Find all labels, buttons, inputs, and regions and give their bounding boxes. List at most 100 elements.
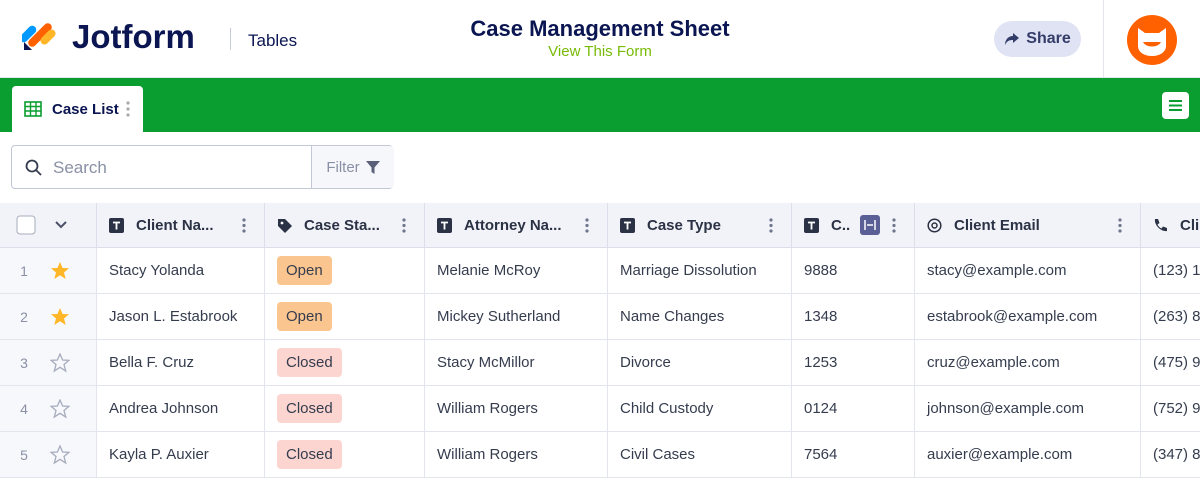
filter-label[interactable]: Filter [326,158,360,176]
cell: Kayla P. Auxier [97,432,265,478]
tab[interactable]: Case List [12,86,143,132]
tab-label[interactable]: Case List [52,100,119,118]
cell: Marriage Dissolution [608,248,792,294]
logo-icon [22,23,56,50]
cell: Child Custody [608,386,792,432]
column-menu-wrap [585,218,589,233]
cell: 0124 [792,386,915,432]
row-number: 1 [20,262,28,279]
cell: Melanie McRoy [425,248,608,294]
menu-button[interactable] [1162,92,1189,119]
row-number: 2 [20,308,28,325]
column-menu-wrap [769,218,773,233]
row-lead: 1 [0,248,97,294]
cell-text: Divorce [620,354,671,371]
cell-text: 0124 [804,400,838,417]
share-icon [1005,33,1020,45]
cell-text: Kayla P. Auxier [109,446,209,463]
filter-icon [365,160,380,174]
cell: Open [265,294,425,340]
column-header[interactable]: Client Email [915,203,1141,248]
cell: Closed [265,432,425,478]
column-icon [620,217,635,233]
column-icon-wrap [620,217,635,233]
cell-text: (752) 9 [1153,400,1200,417]
column-header[interactable]: Client Na... [97,203,265,248]
star-wrap[interactable] [50,352,70,373]
cell-text: (123) 12 [1153,262,1200,279]
column-label[interactable]: Client Na... [136,216,214,234]
star-wrap[interactable] [50,444,70,465]
column-header[interactable]: Case Type [608,203,792,248]
column-label[interactable]: C.. [831,216,851,234]
column-header[interactable]: Case Sta... [265,203,425,248]
cell: Divorce [608,340,792,386]
column-icon [437,217,452,233]
cell-text: Bella F. Cruz [109,354,195,371]
cell: Name Changes [608,294,792,340]
cell-text: (475) 9 [1153,354,1200,371]
column-header[interactable]: C.. [792,203,915,248]
cell-text: Stacy McMillor [437,354,535,371]
cell: Bella F. Cruz [97,340,265,386]
column-menu-wrap [892,218,896,233]
form-link[interactable]: View This Form [548,43,652,60]
table-icon [24,101,42,117]
cell: estabrook@example.com [915,294,1141,340]
column-menu [892,218,896,233]
column-menu [402,218,406,233]
search-box[interactable]: Search Filter [11,145,394,189]
column-icon-wrap [1153,218,1168,233]
section-label[interactable]: Tables [248,31,298,50]
column-label[interactable]: Cli [1180,216,1200,234]
column-icon [927,217,942,233]
cell-text: (263) 8 [1153,308,1200,325]
column-label[interactable]: Attorney Na... [464,216,562,234]
column-icon-wrap [277,218,292,233]
cell: William Rogers [425,432,608,478]
cell-text: auxier@example.com [927,446,1073,463]
checkbox-wrap [16,215,36,235]
star [51,261,69,279]
column-label[interactable]: Client Email [954,216,1040,234]
share-button[interactable]: Share [994,21,1081,57]
star [50,444,70,464]
column-icon [1154,218,1167,231]
star-wrap[interactable] [50,261,70,281]
cell-text: Mickey Sutherland [437,308,561,325]
chevron-wrap [54,220,68,230]
row-number: 4 [20,400,28,417]
star [51,307,69,325]
cell-text: cruz@example.com [927,354,1060,371]
star-wrap[interactable] [50,307,70,327]
tab-menu[interactable] [126,101,130,117]
cell-text: Civil Cases [620,446,696,463]
star-wrap[interactable] [50,398,70,419]
filter-button[interactable]: Filter [311,146,394,188]
cell-text: Andrea Johnson [109,400,219,417]
column-menu [769,218,773,233]
cell-text: Child Custody [620,400,714,417]
row-lead: 5 [0,432,97,478]
row-number: 3 [20,354,28,371]
column-label[interactable]: Case Type [647,216,721,234]
cell: (752) 9 [1141,386,1200,432]
logo-text[interactable]: Jotform [72,18,195,55]
share-label[interactable]: Share [1026,30,1071,47]
divider [230,28,231,50]
cell: 1348 [792,294,915,340]
cell: (123) 12 [1141,248,1200,294]
column-header[interactable]: Attorney Na... [425,203,608,248]
cell: Closed [265,340,425,386]
cell-text: estabrook@example.com [927,308,1098,325]
width-toggle [860,215,881,235]
avatar[interactable] [1126,14,1178,66]
cell-text: Jason L. Estabrook [109,308,238,325]
column-header[interactable]: Cli [1141,203,1200,248]
cell: stacy@example.com [915,248,1141,294]
cell: Civil Cases [608,432,792,478]
top-bar [0,0,1200,78]
column-label[interactable]: Case Sta... [304,216,380,234]
cell: 7564 [792,432,915,478]
